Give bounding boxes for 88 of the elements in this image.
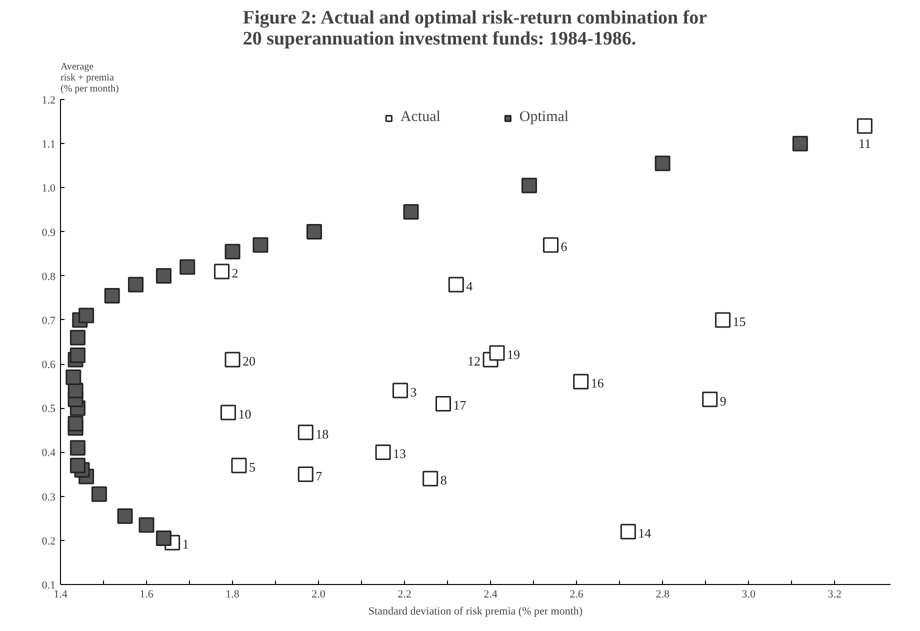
point [392,382,408,398]
annotation: 11 [858,136,871,151]
point [70,347,86,363]
point [66,370,82,386]
x-tick-label: 2.8 [656,588,670,600]
point [654,156,670,172]
x-tick-label: 1.4 [54,588,68,600]
annotation: 14 [638,526,652,541]
point [68,382,84,398]
x-tick-label: 2.0 [312,588,326,600]
y-tick-label: 0.2 [42,535,56,548]
annotation: 8 [440,472,447,488]
y-tick-label: 0.9 [42,226,56,239]
annotation: 3 [410,384,417,400]
annotation: 19 [507,347,520,362]
annotation: 20 [242,354,256,369]
x-tick-label: 3.0 [742,588,756,600]
annotation: 17 [453,398,467,413]
y-tick-label: 0.5 [42,403,56,416]
point [375,444,391,460]
legend-label: Optimal [519,109,569,126]
point [104,288,120,304]
annotation: 18 [316,426,329,442]
point [856,118,872,134]
annotation: 12 [468,354,481,369]
x-tick-label: 2.2 [398,588,412,600]
point [792,136,808,152]
annotation: 13 [393,446,406,462]
annotation: 9 [720,393,726,408]
point [403,204,419,220]
x-tick-label: 2.4 [484,588,498,600]
chart-title: Figure 2: Actual and optimal risk-return combination for 20 superannuation investment funds: 1984-1986. [242,8,708,50]
point [78,308,94,324]
point [422,470,438,486]
y-tick-label: 1.0 [42,182,56,195]
point [489,345,505,361]
annotation: 1 [182,536,189,552]
annotation: 15 [732,314,746,329]
point [231,458,247,474]
point [138,517,154,533]
y-axis-title: Average risk + premia (% per month) [60,62,119,94]
y-tick-label: 0.8 [42,270,56,283]
point [435,396,451,412]
point [224,352,240,368]
point [448,276,464,292]
point [128,276,144,292]
point [70,440,86,456]
point [715,312,731,328]
point [70,330,86,346]
annotation: 6 [560,239,568,254]
point [117,508,133,524]
x-tick-label: 1.8 [226,588,240,600]
point [70,458,86,474]
point [702,392,718,408]
point [298,466,314,482]
y-tick-label: 0.7 [42,314,56,327]
x-tick-label: 2.6 [570,588,584,600]
x-axis-title: Standard deviation of risk premia (% per month) [368,606,583,618]
point [522,178,538,194]
annotation: 10 [238,406,252,422]
point [220,404,236,420]
legend-label: Actual [400,109,440,126]
point [156,530,172,546]
point [156,268,172,284]
x-tick-label: 1.6 [140,588,154,600]
annotation: 16 [590,376,604,391]
annotation: 4 [466,278,474,294]
point [306,224,322,240]
point [573,374,589,390]
y-tick-label: 0.1 [42,580,56,592]
annotation: 2 [232,265,238,280]
y-tick-label: 0.3 [42,491,56,504]
annotation: 5 [248,459,256,474]
point [252,237,268,253]
point [91,486,107,502]
point [620,524,636,540]
point [543,237,559,253]
point [180,259,196,275]
point [214,264,230,280]
annotation: 7 [316,468,323,484]
y-tick-label: 0.6 [42,359,56,372]
y-tick-label: 1.2 [42,94,56,106]
point [298,424,314,440]
point [224,244,240,260]
x-tick-label: 3.2 [828,588,842,600]
y-tick-label: 1.1 [42,138,56,151]
y-tick-label: 0.4 [42,447,56,460]
point [68,416,84,432]
